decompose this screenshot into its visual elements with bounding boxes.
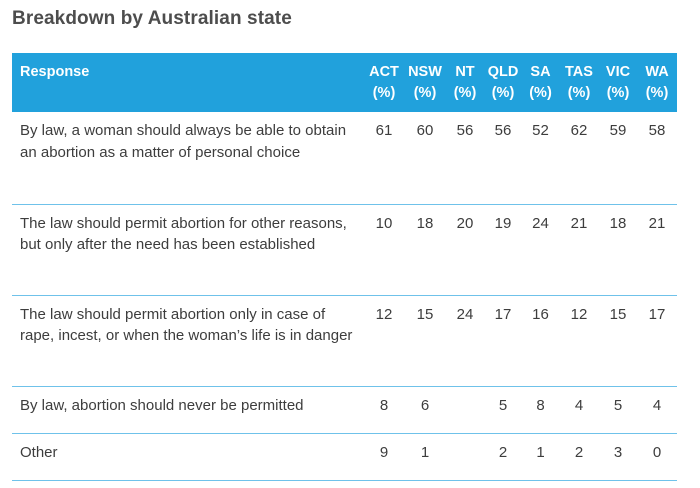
response-cell: The law should permit abortion for other… xyxy=(20,214,347,254)
table-row: By law, a woman should always be able to… xyxy=(12,112,677,204)
response-cell: By law, abortion should never be permitt… xyxy=(20,396,304,414)
state-name: QLD xyxy=(487,64,519,80)
state-unit: (%) xyxy=(606,85,630,101)
table-body: By law, a woman should always be able to… xyxy=(12,112,677,480)
column-header-nsw: NSW (%) xyxy=(404,53,446,112)
value-cell-qld: 19 xyxy=(494,214,512,232)
state-name: NSW xyxy=(408,64,442,80)
state-unit: (%) xyxy=(413,85,437,101)
value-cell-tas: 62 xyxy=(570,122,588,139)
value-cell-vic: 18 xyxy=(609,214,627,232)
value-cell-nsw: 6 xyxy=(420,396,430,414)
table-header: Response ACT (%) NSW (%) NT (%) QLD (%) SA (%… xyxy=(12,53,677,112)
column-header-response: Response xyxy=(20,64,90,80)
column-header-tas: TAS (%) xyxy=(559,53,599,112)
value-cell-vic: 59 xyxy=(609,122,627,139)
table-row: The law should permit abortion for other… xyxy=(12,204,677,295)
column-header-sa: SA (%) xyxy=(522,53,559,112)
value-cell-nsw: 60 xyxy=(416,122,434,139)
table-row: By law, abortion should never be permitt… xyxy=(12,386,677,433)
response-cell: The law should permit abortion only in c… xyxy=(20,305,353,345)
value-cell-wa: 21 xyxy=(648,214,666,232)
value-cell-sa: 16 xyxy=(532,305,549,323)
table-row: The law should permit abortion only in c… xyxy=(12,295,677,386)
header-row: Response ACT (%) NSW (%) NT (%) QLD (%) SA (%… xyxy=(12,53,677,112)
value-cell-sa: 24 xyxy=(532,214,549,232)
value-cell-nsw: 18 xyxy=(416,214,434,232)
value-cell-qld: 56 xyxy=(494,122,512,139)
value-cell-sa: 1 xyxy=(536,443,545,461)
table-row: Other 9 1 2 1 2 3 0 xyxy=(12,433,677,480)
value-cell-nt xyxy=(446,433,484,480)
state-unit: (%) xyxy=(529,85,552,101)
column-header-act: ACT (%) xyxy=(364,53,404,112)
value-cell-qld: 2 xyxy=(498,443,508,461)
value-cell-wa: 58 xyxy=(648,122,666,139)
value-cell-sa: 8 xyxy=(536,396,545,414)
value-cell-qld: 5 xyxy=(498,396,508,414)
value-cell-act: 61 xyxy=(375,122,393,139)
value-cell-act: 8 xyxy=(379,396,389,414)
value-cell-nt: 24 xyxy=(456,305,474,323)
value-cell-tas: 2 xyxy=(574,443,584,461)
value-cell-act: 9 xyxy=(379,443,389,461)
value-cell-nsw: 1 xyxy=(420,443,430,461)
column-header-vic: VIC (%) xyxy=(599,53,637,112)
state-name: TAS xyxy=(565,64,593,80)
value-cell-nsw: 15 xyxy=(416,305,434,323)
column-header-wa: WA (%) xyxy=(637,53,677,112)
state-name: ACT xyxy=(369,64,399,80)
state-unit: (%) xyxy=(491,85,515,101)
column-header-qld: QLD (%) xyxy=(484,53,522,112)
state-unit: (%) xyxy=(645,85,669,101)
value-cell-tas: 4 xyxy=(574,396,584,414)
value-cell-vic: 3 xyxy=(613,443,623,461)
page-title: Breakdown by Australian state xyxy=(12,8,292,29)
value-cell-qld: 17 xyxy=(494,305,512,323)
state-unit: (%) xyxy=(567,85,591,101)
value-cell-vic: 5 xyxy=(613,396,623,414)
value-cell-act: 12 xyxy=(375,305,393,323)
state-breakdown-table: Response ACT (%) NSW (%) NT (%) QLD (%) SA (%… xyxy=(12,53,677,481)
state-name: NT xyxy=(455,64,475,80)
value-cell-nt: 20 xyxy=(456,214,474,232)
value-cell-vic: 15 xyxy=(609,305,627,323)
state-unit: (%) xyxy=(453,85,477,101)
value-cell-nt: 56 xyxy=(456,122,474,139)
value-cell-sa: 52 xyxy=(532,122,549,139)
response-cell: Other xyxy=(20,443,58,461)
value-cell-act: 10 xyxy=(375,214,393,232)
value-cell-tas: 21 xyxy=(570,214,588,232)
value-cell-wa: 17 xyxy=(648,305,666,323)
value-cell-wa: 0 xyxy=(652,443,662,461)
state-name: SA xyxy=(530,64,551,80)
value-cell-nt xyxy=(446,386,484,433)
state-name: WA xyxy=(645,64,669,80)
response-cell: By law, a woman should always be able to… xyxy=(20,122,347,161)
value-cell-tas: 12 xyxy=(570,305,588,323)
value-cell-wa: 4 xyxy=(652,396,662,414)
state-name: VIC xyxy=(605,64,631,80)
column-header-nt: NT (%) xyxy=(446,53,484,112)
state-unit: (%) xyxy=(372,85,396,101)
